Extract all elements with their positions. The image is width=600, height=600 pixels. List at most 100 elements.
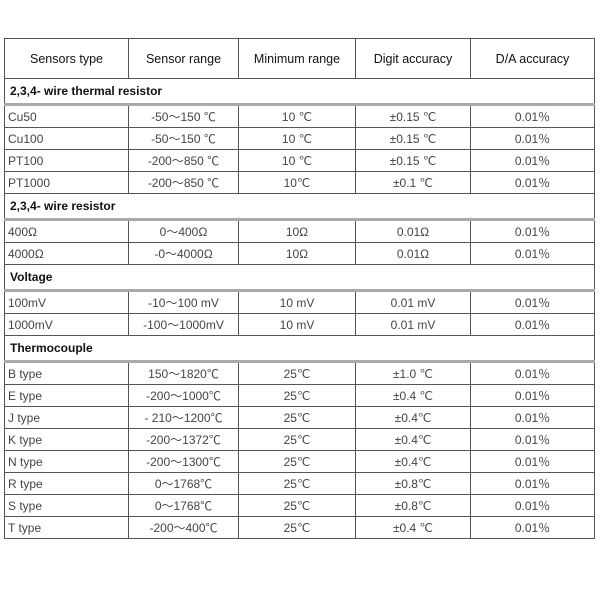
cell-da-accuracy: 0.01％ xyxy=(470,149,595,172)
table-row: B type 150～1820℃ 25℃ ±1.0 ℃ 0.01％ xyxy=(4,361,595,385)
header-sensors-type: Sensors type xyxy=(4,38,129,79)
cell-da-accuracy: 0.01％ xyxy=(470,516,595,539)
cell-sensor-type: K type xyxy=(4,428,129,451)
cell-minimum-range: 25℃ xyxy=(238,406,356,429)
cell-sensor-type: S type xyxy=(4,494,129,517)
cell-da-accuracy: 0.01％ xyxy=(470,219,595,243)
section-row: 2,3,4- wire resistor xyxy=(4,193,595,221)
cell-minimum-range: 10 mV xyxy=(238,290,356,314)
cell-digit-accuracy: 0.01Ω xyxy=(355,242,471,265)
section-row: 2,3,4- wire thermal resistor xyxy=(4,78,595,106)
cell-sensor-type: Cu100 xyxy=(4,127,129,150)
cell-da-accuracy: 0.01％ xyxy=(470,171,595,194)
cell-minimum-range: 25℃ xyxy=(238,384,356,407)
cell-da-accuracy: 0.01％ xyxy=(470,450,595,473)
cell-sensor-type: PT100 xyxy=(4,149,129,172)
cell-sensor-type: 4000Ω xyxy=(4,242,129,265)
section-row: Thermocouple xyxy=(4,335,595,363)
cell-sensor-range: -50～150 ℃ xyxy=(128,104,239,128)
cell-da-accuracy: 0.01％ xyxy=(470,384,595,407)
cell-sensor-range: -10～100 mV xyxy=(128,290,239,314)
table-row: S type 0～1768℃ 25℃ ±0.8℃ 0.01％ xyxy=(4,494,595,517)
cell-minimum-range: 25℃ xyxy=(238,516,356,539)
cell-da-accuracy: 0.01％ xyxy=(470,290,595,314)
cell-sensor-type: J type xyxy=(4,406,129,429)
cell-minimum-range: 25℃ xyxy=(238,494,356,517)
cell-sensor-type: Cu50 xyxy=(4,104,129,128)
cell-sensor-range: -100～1000mV xyxy=(128,313,239,336)
cell-da-accuracy: 0.01％ xyxy=(470,428,595,451)
cell-minimum-range: 10 ℃ xyxy=(238,104,356,128)
cell-sensor-range: -200～1300℃ xyxy=(128,450,239,473)
cell-sensor-range: -50～150 ℃ xyxy=(128,127,239,150)
cell-sensor-type: 1000mV xyxy=(4,313,129,336)
section-title: 2,3,4- wire thermal resistor xyxy=(4,78,595,106)
cell-minimum-range: 10Ω xyxy=(238,242,356,265)
cell-digit-accuracy: ±0.15 ℃ xyxy=(355,127,471,150)
cell-digit-accuracy: 0.01Ω xyxy=(355,219,471,243)
table-row: J type - 210～1200℃ 25℃ ±0.4℃ 0.01％ xyxy=(4,406,595,429)
table-row: 400Ω 0～400Ω 10Ω 0.01Ω 0.01％ xyxy=(4,219,595,243)
cell-sensor-range: 0～400Ω xyxy=(128,219,239,243)
cell-minimum-range: 25℃ xyxy=(238,450,356,473)
cell-sensor-range: -200～400℃ xyxy=(128,516,239,539)
cell-sensor-range: - 210～1200℃ xyxy=(128,406,239,429)
cell-digit-accuracy: ±0.8℃ xyxy=(355,472,471,495)
cell-digit-accuracy: ±0.1 ℃ xyxy=(355,171,471,194)
cell-digit-accuracy: ±0.4 ℃ xyxy=(355,384,471,407)
cell-da-accuracy: 0.01％ xyxy=(470,104,595,128)
cell-digit-accuracy: 0.01 mV xyxy=(355,290,471,314)
table-row: N type -200～1300℃ 25℃ ±0.4℃ 0.01％ xyxy=(4,450,595,473)
cell-minimum-range: 25℃ xyxy=(238,428,356,451)
cell-sensor-range: -200～1000℃ xyxy=(128,384,239,407)
cell-sensor-type: PT1000 xyxy=(4,171,129,194)
section-title: Thermocouple xyxy=(4,335,595,363)
cell-digit-accuracy: ±0.4℃ xyxy=(355,450,471,473)
cell-da-accuracy: 0.01％ xyxy=(470,127,595,150)
cell-sensor-range: -200～850 ℃ xyxy=(128,149,239,172)
table-row: Cu100 -50～150 ℃ 10 ℃ ±0.15 ℃ 0.01％ xyxy=(4,127,595,150)
cell-sensor-type: 400Ω xyxy=(4,219,129,243)
cell-minimum-range: 10 mV xyxy=(238,313,356,336)
cell-da-accuracy: 0.01％ xyxy=(470,472,595,495)
cell-da-accuracy: 0.01％ xyxy=(470,494,595,517)
cell-minimum-range: 10 ℃ xyxy=(238,149,356,172)
cell-sensor-type: E type xyxy=(4,384,129,407)
table-row: R type 0～1768℃ 25℃ ±0.8℃ 0.01％ xyxy=(4,472,595,495)
cell-sensor-type: T type xyxy=(4,516,129,539)
cell-sensor-range: 0～1768℃ xyxy=(128,472,239,495)
header-sensor-range: Sensor range xyxy=(128,38,239,79)
cell-minimum-range: 10 ℃ xyxy=(238,127,356,150)
table-row: 100mV -10～100 mV 10 mV 0.01 mV 0.01％ xyxy=(4,290,595,314)
header-da-accuracy: D/A accuracy xyxy=(470,38,595,79)
table-row: PT1000 -200～850 ℃ 10℃ ±0.1 ℃ 0.01％ xyxy=(4,171,595,194)
table-row: PT100 -200～850 ℃ 10 ℃ ±0.15 ℃ 0.01％ xyxy=(4,149,595,172)
header-minimum-range: Minimum range xyxy=(238,38,356,79)
cell-digit-accuracy: ±0.4℃ xyxy=(355,406,471,429)
cell-da-accuracy: 0.01％ xyxy=(470,361,595,385)
section-title: 2,3,4- wire resistor xyxy=(4,193,595,221)
table-row: E type -200～1000℃ 25℃ ±0.4 ℃ 0.01％ xyxy=(4,384,595,407)
cell-sensor-range: 0～1768℃ xyxy=(128,494,239,517)
table-row: 4000Ω -0～4000Ω 10Ω 0.01Ω 0.01％ xyxy=(4,242,595,265)
cell-sensor-type: N type xyxy=(4,450,129,473)
cell-digit-accuracy: ±0.4 ℃ xyxy=(355,516,471,539)
cell-sensor-type: R type xyxy=(4,472,129,495)
table-row: 1000mV -100～1000mV 10 mV 0.01 mV 0.01％ xyxy=(4,313,595,336)
cell-digit-accuracy: ±0.8℃ xyxy=(355,494,471,517)
table-row: K type -200～1372℃ 25℃ ±0.4℃ 0.01％ xyxy=(4,428,595,451)
cell-digit-accuracy: ±0.15 ℃ xyxy=(355,149,471,172)
header-row: Sensors type Sensor range Minimum range … xyxy=(4,38,595,79)
cell-minimum-range: 10℃ xyxy=(238,171,356,194)
cell-digit-accuracy: ±0.15 ℃ xyxy=(355,104,471,128)
cell-sensor-type: 100mV xyxy=(4,290,129,314)
cell-minimum-range: 25℃ xyxy=(238,472,356,495)
cell-sensor-range: 150～1820℃ xyxy=(128,361,239,385)
cell-digit-accuracy: ±1.0 ℃ xyxy=(355,361,471,385)
cell-minimum-range: 25℃ xyxy=(238,361,356,385)
cell-da-accuracy: 0.01％ xyxy=(470,242,595,265)
cell-digit-accuracy: 0.01 mV xyxy=(355,313,471,336)
cell-digit-accuracy: ±0.4℃ xyxy=(355,428,471,451)
cell-da-accuracy: 0.01％ xyxy=(470,313,595,336)
cell-sensor-type: B type xyxy=(4,361,129,385)
